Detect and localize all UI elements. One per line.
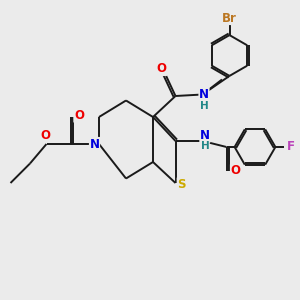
Text: H: H [200,141,209,152]
Text: S: S [177,178,186,191]
Text: N: N [199,88,209,101]
Text: N: N [89,137,100,151]
Text: N: N [200,129,210,142]
Text: H: H [200,101,208,111]
Text: F: F [287,140,295,154]
Text: O: O [230,164,241,178]
Text: Br: Br [222,11,237,25]
Text: O: O [156,62,167,76]
Text: O: O [40,129,50,142]
Text: O: O [74,109,84,122]
